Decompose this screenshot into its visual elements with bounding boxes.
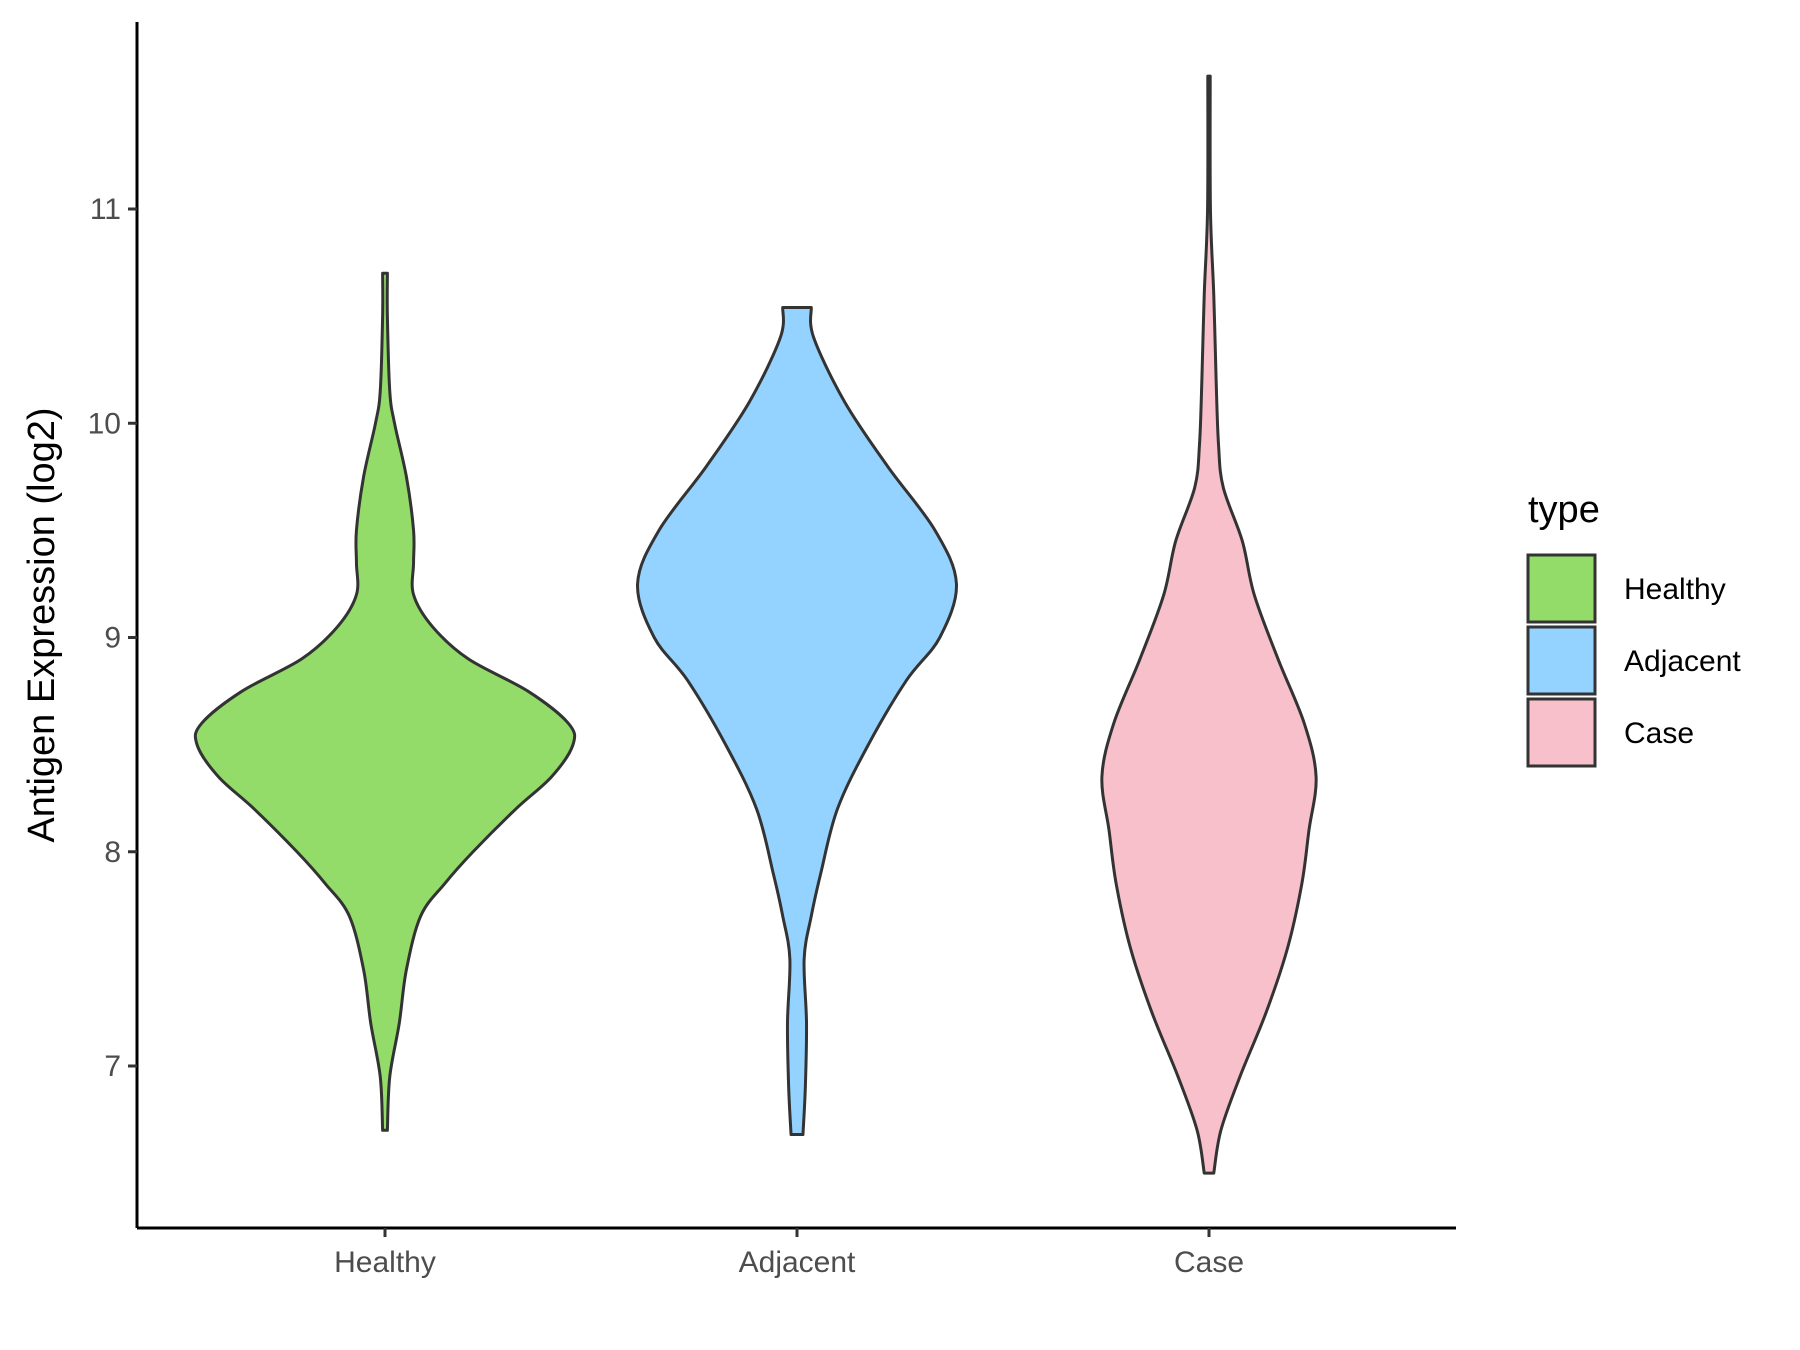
- legend-label-healthy: Healthy: [1624, 573, 1726, 606]
- x-tick-label-healthy: Healthy: [334, 1246, 436, 1279]
- axes: 7 8 9 10 11 Healthy Adjacent Case: [88, 22, 1456, 1279]
- y-axis-title: Antigen Expression (log2): [21, 407, 63, 842]
- x-tick-label-case: Case: [1174, 1246, 1244, 1279]
- y-tick-label: 9: [104, 622, 121, 655]
- legend: type Healthy Adjacent Case: [1526, 489, 1741, 768]
- legend-key-case: [1526, 697, 1597, 768]
- x-ticks: Healthy Adjacent Case: [334, 1228, 1244, 1279]
- y-tick-label: 10: [88, 407, 121, 440]
- violin-adjacent: [636, 306, 958, 1137]
- legend-label-adjacent: Adjacent: [1624, 645, 1741, 678]
- legend-title: type: [1528, 489, 1600, 531]
- legend-label-case: Case: [1624, 717, 1694, 750]
- y-tick-label: 11: [90, 193, 121, 226]
- y-tick-label: 7: [104, 1050, 121, 1083]
- y-tick-label: 8: [104, 836, 121, 869]
- x-tick-label-adjacent: Adjacent: [739, 1246, 856, 1279]
- y-ticks: 7 8 9 10 11: [88, 193, 137, 1083]
- violin-healthy: [193, 271, 577, 1132]
- legend-items: Healthy Adjacent Case: [1526, 553, 1741, 768]
- violins: [193, 74, 1318, 1175]
- violin-case: [1100, 74, 1318, 1175]
- legend-key-healthy: [1526, 553, 1597, 624]
- legend-key-adjacent: [1526, 625, 1597, 696]
